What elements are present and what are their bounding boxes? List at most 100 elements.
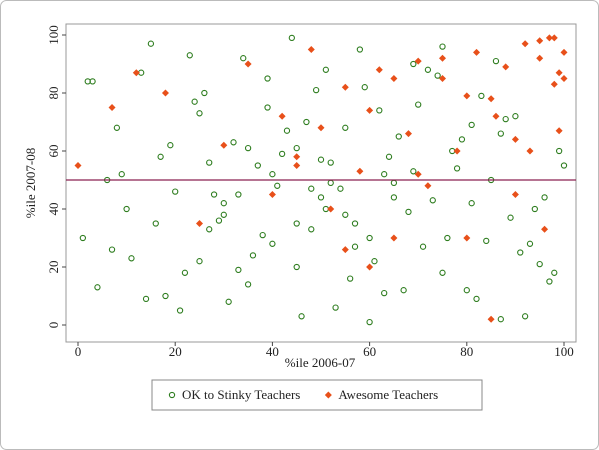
point — [511, 191, 519, 198]
point — [487, 315, 495, 323]
point — [84, 78, 91, 85]
point — [317, 156, 325, 163]
point — [341, 246, 349, 254]
point — [550, 80, 558, 88]
point — [376, 107, 383, 114]
point — [414, 170, 422, 178]
point — [511, 135, 519, 143]
point — [337, 185, 344, 192]
point — [502, 63, 510, 71]
point — [274, 182, 281, 189]
x-tick-label: 20 — [169, 344, 182, 359]
y-tick-label: 80 — [46, 87, 61, 100]
point — [269, 240, 276, 247]
point — [555, 127, 563, 135]
point — [366, 234, 373, 242]
point — [191, 98, 198, 105]
point — [366, 318, 373, 326]
point — [371, 258, 378, 265]
point — [167, 142, 174, 149]
point — [536, 260, 543, 268]
point — [366, 263, 374, 271]
point — [541, 225, 549, 233]
point — [487, 95, 495, 103]
point — [395, 133, 402, 140]
point — [235, 266, 242, 274]
y-axis-label: %ile 2007-08 — [23, 148, 38, 218]
point — [268, 191, 276, 198]
y-tick-label: 60 — [46, 145, 61, 158]
point — [161, 89, 169, 97]
point — [118, 171, 125, 178]
x-tick-label: 0 — [75, 344, 82, 359]
point — [249, 252, 257, 259]
point — [142, 295, 150, 303]
point — [317, 124, 325, 132]
plot-frame — [65, 23, 577, 343]
point — [307, 46, 315, 53]
point — [390, 194, 398, 201]
point — [327, 205, 335, 213]
point — [157, 153, 164, 160]
point — [341, 83, 349, 91]
point — [434, 72, 441, 79]
point — [123, 205, 130, 213]
point — [132, 69, 140, 77]
point — [381, 171, 388, 178]
point — [264, 75, 271, 82]
point — [551, 269, 558, 276]
point — [322, 66, 330, 73]
point — [244, 281, 252, 288]
point — [293, 220, 300, 227]
point — [560, 162, 568, 169]
point — [196, 220, 203, 227]
point — [463, 287, 470, 294]
point — [230, 139, 237, 146]
point — [206, 226, 213, 233]
point — [560, 48, 568, 56]
point — [424, 66, 432, 73]
point — [186, 52, 193, 59]
point — [414, 57, 422, 65]
point — [288, 34, 295, 42]
point — [308, 185, 315, 192]
point — [356, 46, 364, 53]
point — [410, 168, 417, 175]
point — [269, 171, 276, 178]
legend-marker — [324, 391, 332, 399]
point — [502, 115, 509, 123]
point — [147, 40, 155, 47]
point — [536, 37, 544, 45]
point — [390, 234, 398, 242]
y-tick-label: 100 — [46, 25, 61, 45]
point — [220, 141, 228, 149]
point — [497, 130, 504, 137]
point — [278, 112, 286, 120]
point — [375, 66, 383, 74]
point — [468, 121, 475, 129]
point — [74, 162, 82, 169]
point — [181, 269, 189, 276]
x-tick-label: 40 — [266, 344, 279, 359]
point — [113, 124, 121, 131]
point — [361, 84, 368, 91]
point — [512, 113, 519, 120]
x-tick-label: 60 — [363, 344, 376, 359]
point — [410, 60, 417, 68]
point — [366, 106, 374, 114]
x-tick-label: 80 — [460, 344, 473, 359]
point — [555, 69, 563, 77]
y-tick-label: 0 — [46, 322, 61, 329]
point — [385, 153, 393, 160]
point — [308, 226, 315, 233]
point — [545, 34, 553, 42]
point — [347, 275, 354, 282]
point — [264, 104, 271, 111]
point — [293, 263, 300, 271]
point — [201, 89, 208, 97]
point — [560, 75, 568, 82]
point — [196, 258, 203, 265]
legend-marker — [168, 391, 176, 399]
point — [283, 127, 291, 134]
